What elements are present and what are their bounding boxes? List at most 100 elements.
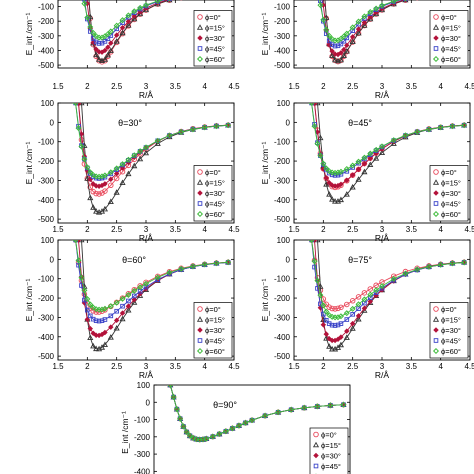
data-point [222,428,229,435]
data-point [81,291,88,297]
data-point [332,306,338,312]
y-tick-label: -400 [38,333,55,342]
data-point [209,433,216,440]
x-tick-label: 2.5 [111,362,123,371]
data-point [367,291,374,298]
x-tick-label: 1.5 [288,82,300,91]
data-point [349,34,356,40]
data-point [338,50,344,56]
data-point [329,196,336,202]
data-point [329,36,336,43]
y-tick-label: 0 [50,118,55,127]
data-point [378,283,386,290]
data-point [355,29,362,36]
data-point [75,125,82,132]
legend-marker [197,338,203,343]
data-point [308,103,315,107]
data-point [166,269,173,276]
data-point [323,165,330,172]
x-tick-label: 4.5 [228,82,240,91]
data-point [335,305,341,312]
series-line-4 [311,240,465,318]
x-tick-label: 4.5 [464,82,474,91]
data-point [201,124,208,131]
data-point [104,31,111,38]
x-tick-label: 2.5 [111,225,123,234]
legend: ϕ=0° ϕ=15°ϕ=30° ϕ=45°ϕ=60° [193,302,233,359]
x-tick-label: 4 [202,225,207,234]
data-point [323,308,330,315]
series-line-3 [311,103,465,176]
data-point [349,325,356,331]
data-point [334,169,342,176]
data-point [113,38,120,44]
series-line-0 [75,240,229,313]
y-tick-label: -300 [38,176,55,185]
x-tick-label: 3.5 [406,82,418,91]
data-point [449,123,456,130]
data-point [326,312,333,319]
data-point [335,172,341,178]
data-point [361,154,368,161]
data-point [275,409,282,416]
legend-marker [197,46,203,51]
data-point [93,51,100,58]
legend-label: ϕ=45° [441,200,461,209]
data-point [107,303,114,310]
x-tick-label: 4.5 [464,362,474,371]
y-tick-label: -100 [134,416,151,425]
y-tick-label: -300 [38,32,55,41]
data-point [350,312,355,317]
y-tick-label: -200 [38,294,55,303]
data-point [320,302,327,309]
data-point [87,334,94,341]
data-point [334,344,342,350]
y-axis-label: E_int /cm⁻¹ [120,411,130,454]
y-tick-label: -400 [274,46,291,55]
data-point [335,336,341,343]
data-point [437,261,444,268]
data-point [85,307,90,313]
x-tick-label: 4 [202,362,207,371]
data-point [167,385,174,389]
series-line-3 [75,240,229,322]
data-point [178,265,185,272]
data-point [93,318,99,323]
x-tick-label: 4.5 [228,225,240,234]
data-point [367,150,374,157]
data-point [288,406,295,413]
legend-label: ϕ=60° [205,347,225,356]
data-point [113,317,120,324]
legend-label: ϕ=30° [441,34,461,43]
y-tick-label: 100 [277,99,291,108]
data-point [329,172,335,178]
data-point [120,20,125,25]
data-point [131,152,138,159]
panel-top-right: -100 -200 -300 -400 -500 1.5 2 2.5 3 3.5 4 4.5 R/Å E_… [260,0,474,100]
data-point [81,0,88,7]
data-point [317,134,324,141]
data-point [125,22,132,28]
data-point [349,183,356,190]
data-point [349,320,356,327]
y-tick-label: -300 [274,313,291,322]
y-axis-label: E_int /cm⁻¹ [260,141,270,184]
data-point [332,173,338,178]
x-tick-label: 4 [202,82,207,91]
data-point [402,132,409,139]
legend-marker [433,35,439,41]
data-point [461,122,468,129]
data-point [93,190,99,197]
data-point [142,280,150,287]
legend-marker [196,55,204,63]
data-point [84,316,91,323]
y-tick-label: -100 [38,3,55,12]
series-line-1 [81,103,229,213]
legend-label: ϕ=30° [205,189,225,198]
data-point [113,32,120,38]
data-point [190,435,197,442]
y-tick-label: -200 [274,294,291,303]
legend-marker [432,179,440,185]
x-tick-label: 1.5 [288,225,300,234]
data-point [93,208,100,214]
